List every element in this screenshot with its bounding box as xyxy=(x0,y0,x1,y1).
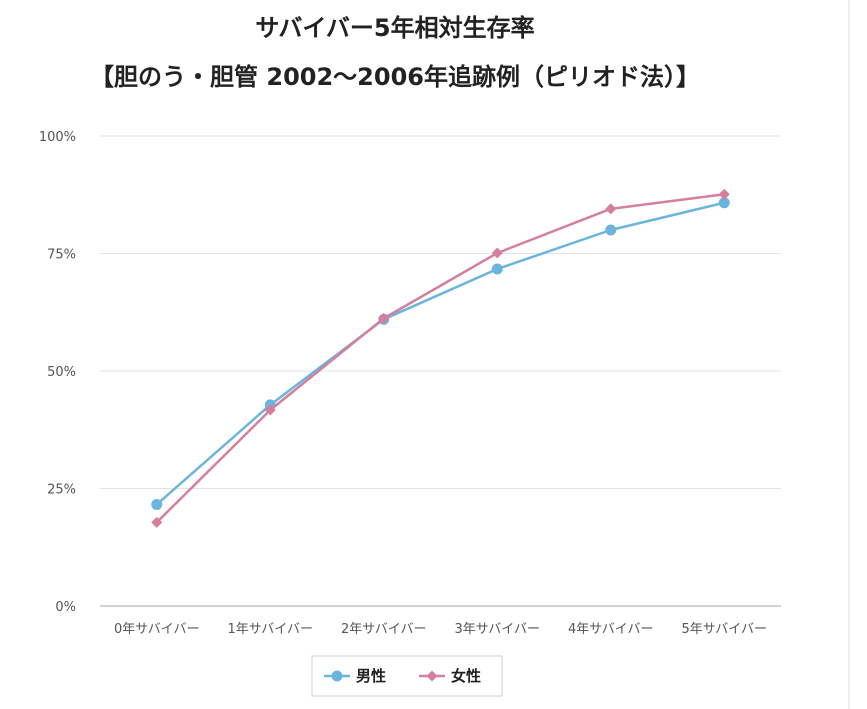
y-tick-label-2: 50% xyxy=(47,365,76,380)
series-line-0 xyxy=(155,201,726,506)
legend-label-1: 女性 xyxy=(451,667,481,685)
legend-marker-0 xyxy=(331,670,343,682)
x-tick-label-3: 3年サバイバー xyxy=(455,622,541,637)
series-group xyxy=(151,188,730,528)
data-point-1-5 xyxy=(718,188,730,200)
x-tick-label-4: 4年サバイバー xyxy=(568,622,654,637)
gridlines xyxy=(100,135,781,607)
chart-subtitle: 【胆のう・胆管 2002〜2006年追跡例（ピリオド法）】 xyxy=(90,63,700,91)
data-point-0-3 xyxy=(491,263,503,275)
x-tick-label-5: 5年サバイバー xyxy=(682,622,768,637)
legend-marker-1 xyxy=(426,670,438,682)
data-point-0-4 xyxy=(605,224,617,236)
data-point-1-0 xyxy=(151,516,163,528)
survival-line-chart: サバイバー5年相対生存率 【胆のう・胆管 2002〜2006年追跡例（ピリオド法… xyxy=(39,14,781,697)
legend-item-1: 女性 xyxy=(419,667,481,685)
panel-border xyxy=(848,0,850,709)
data-point-1-3 xyxy=(491,247,503,259)
series-1 xyxy=(151,188,730,528)
y-tick-label-1: 25% xyxy=(47,483,76,498)
x-tick-label-1: 1年サバイバー xyxy=(228,622,314,637)
data-point-1-4 xyxy=(605,203,617,215)
data-point-1-1 xyxy=(264,404,276,416)
x-tick-label-2: 2年サバイバー xyxy=(341,622,427,637)
chart-title: サバイバー5年相対生存率 xyxy=(255,14,534,42)
legend-label-0: 男性 xyxy=(356,667,386,685)
legend-item-0: 男性 xyxy=(324,667,386,685)
x-tick-label-0: 0年サバイバー xyxy=(114,622,200,637)
data-point-1-2 xyxy=(378,312,390,324)
y-tick-label-3: 75% xyxy=(47,248,76,263)
data-point-0-5 xyxy=(718,197,730,209)
x-axis-ticks: 0年サバイバー 1年サバイバー 2年サバイバー 3年サバイバー 4年サバイバー 5年サバイ… xyxy=(114,622,767,637)
y-tick-label-0: 0% xyxy=(55,600,76,615)
series-line-1 xyxy=(155,193,726,524)
data-point-0-0 xyxy=(151,498,163,510)
series-0 xyxy=(151,197,730,510)
legend: 男性 女性 xyxy=(311,655,503,697)
y-axis-ticks: 0% 25% 50% 75% 100% xyxy=(39,130,76,615)
y-tick-label-4: 100% xyxy=(39,130,76,145)
